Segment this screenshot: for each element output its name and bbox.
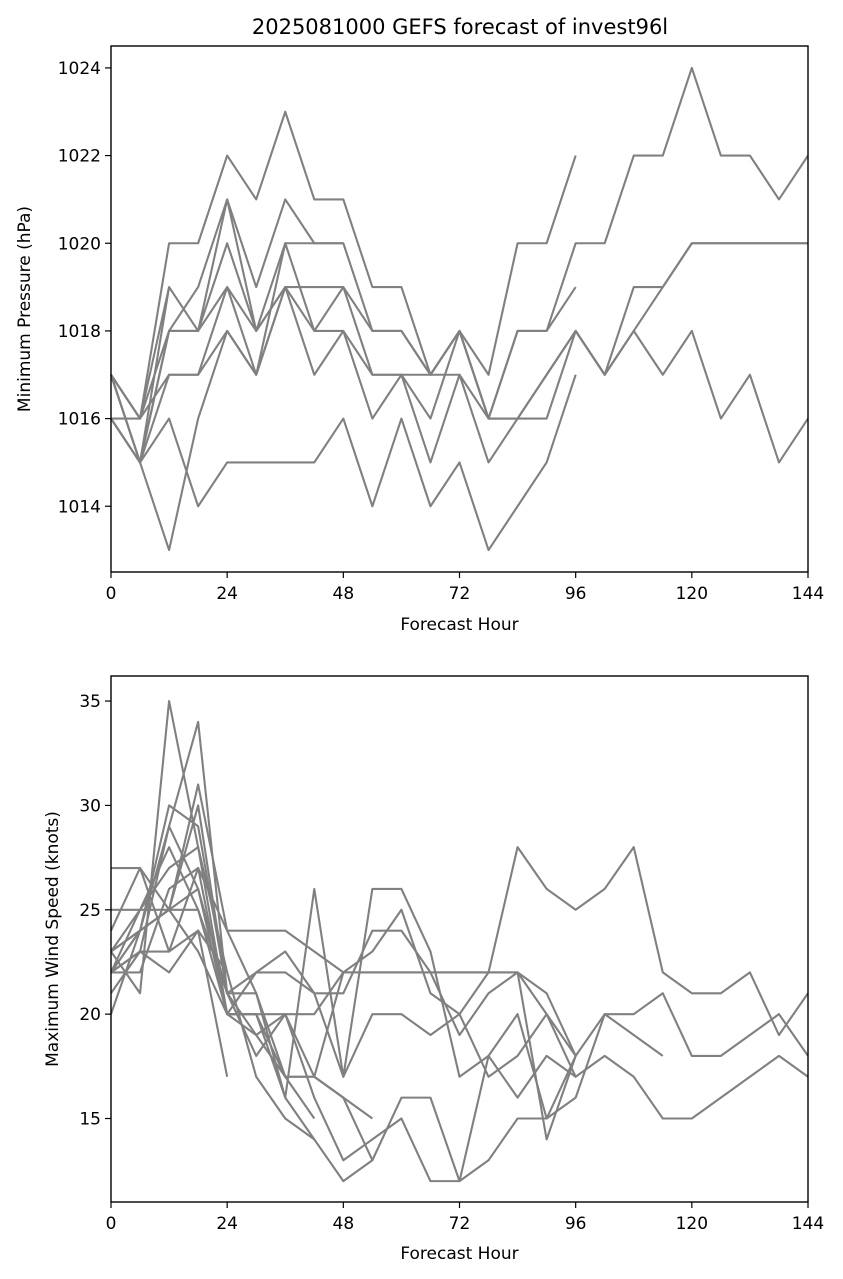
wind-x-tick-label: 72: [449, 1214, 471, 1234]
pressure-x-tick-label: 0: [106, 584, 117, 604]
wind-series-line-4: [110, 825, 664, 1078]
wind-panel: 0 24 48 72 96 120 144 15 20 25 30 35 Forecast Hour…: [43, 675, 824, 1264]
pressure-series-line-5: [111, 110, 577, 420]
pressure-y-tick-label: 1018: [58, 322, 101, 342]
pressure-plot-frame: [110, 45, 809, 573]
wind-series-line-15: [110, 929, 229, 1077]
pressure-x-tick-label: 72: [449, 584, 471, 604]
pressure-x-tick-label: 144: [792, 584, 824, 604]
chart-title: 2025081000 GEFS forecast of invest96l: [252, 15, 668, 39]
wind-series-line-5: [110, 804, 577, 1141]
wind-series-group: [110, 699, 809, 1183]
pressure-series-group: [110, 66, 809, 552]
wind-y-tick-label: 20: [79, 1005, 101, 1025]
wind-y-tick-label: 15: [79, 1110, 101, 1130]
pressure-y-tick-label: 1014: [58, 497, 101, 517]
wind-x-ticks: 0 24 48 72 96 120 144: [106, 1202, 824, 1234]
wind-x-tick-label: 24: [216, 1214, 238, 1234]
pressure-y-ticks: 1014 1016 1018 1020 1022 1024: [58, 59, 111, 517]
wind-series-line-13: [110, 699, 229, 995]
wind-x-axis-label: Forecast Hour: [400, 1244, 518, 1264]
pressure-x-tick-label: 48: [333, 584, 355, 604]
pressure-panel: 0 24 48 72 96 120 144 1014 1016 1018 1020 1022 1024…: [15, 45, 824, 635]
wind-x-tick-label: 120: [676, 1214, 708, 1234]
wind-series-line-10: [110, 846, 374, 1161]
pressure-series-line-10: [110, 286, 171, 420]
pressure-x-tick-label: 120: [676, 584, 708, 604]
pressure-y-tick-label: 1016: [58, 410, 101, 430]
pressure-y-tick-label: 1022: [58, 147, 101, 167]
wind-series-line-14: [110, 720, 229, 994]
pressure-series-line-7: [110, 374, 577, 552]
pressure-series-line-4: [110, 286, 809, 464]
pressure-series-line-8: [110, 242, 344, 552]
wind-y-tick-label: 25: [79, 901, 101, 921]
wind-y-axis-label: Maximum Wind Speed (knots): [43, 811, 63, 1067]
wind-x-tick-label: 0: [106, 1214, 117, 1234]
wind-plot-frame: [110, 675, 809, 1203]
pressure-x-tick-label: 96: [565, 584, 587, 604]
pressure-series-line-9: [110, 242, 287, 464]
wind-x-tick-label: 48: [333, 1214, 355, 1234]
wind-series-line-8: [111, 783, 577, 1099]
wind-y-ticks: 15 20 25 30 35: [79, 692, 111, 1130]
pressure-x-tick-label: 24: [216, 584, 238, 604]
wind-x-tick-label: 144: [792, 1214, 824, 1234]
wind-y-tick-label: 30: [79, 796, 101, 816]
wind-y-tick-label: 35: [79, 692, 101, 712]
pressure-y-axis-label: Minimum Pressure (hPa): [15, 206, 35, 412]
pressure-series-line-1: [110, 66, 809, 464]
wind-series-line-12: [110, 846, 316, 1140]
pressure-x-axis-label: Forecast Hour: [400, 615, 518, 635]
pressure-y-tick-label: 1024: [58, 59, 101, 79]
wind-x-tick-label: 96: [565, 1214, 587, 1234]
pressure-y-tick-label: 1020: [58, 234, 101, 254]
pressure-x-ticks: 0 24 48 72 96 120 144: [106, 572, 824, 604]
wind-series-line-6: [111, 804, 577, 1078]
